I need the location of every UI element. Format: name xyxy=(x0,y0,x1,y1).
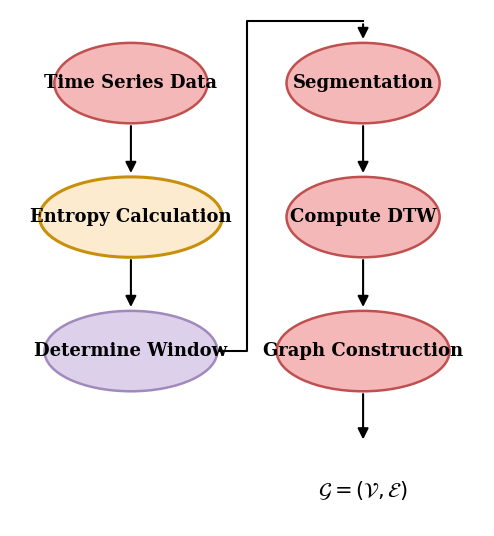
Ellipse shape xyxy=(44,311,217,391)
Text: Graph Construction: Graph Construction xyxy=(263,342,463,360)
Text: Time Series Data: Time Series Data xyxy=(44,74,217,92)
Text: Segmentation: Segmentation xyxy=(292,74,434,92)
Ellipse shape xyxy=(40,177,222,257)
Text: Determine Window: Determine Window xyxy=(35,342,227,360)
Ellipse shape xyxy=(287,177,440,257)
Ellipse shape xyxy=(54,43,207,123)
Text: Compute DTW: Compute DTW xyxy=(290,208,436,226)
Ellipse shape xyxy=(277,311,450,391)
Text: $\mathcal{G} = (\mathcal{V}, \mathcal{E})$: $\mathcal{G} = (\mathcal{V}, \mathcal{E}… xyxy=(318,479,408,502)
Ellipse shape xyxy=(287,43,440,123)
Text: Entropy Calculation: Entropy Calculation xyxy=(30,208,232,226)
